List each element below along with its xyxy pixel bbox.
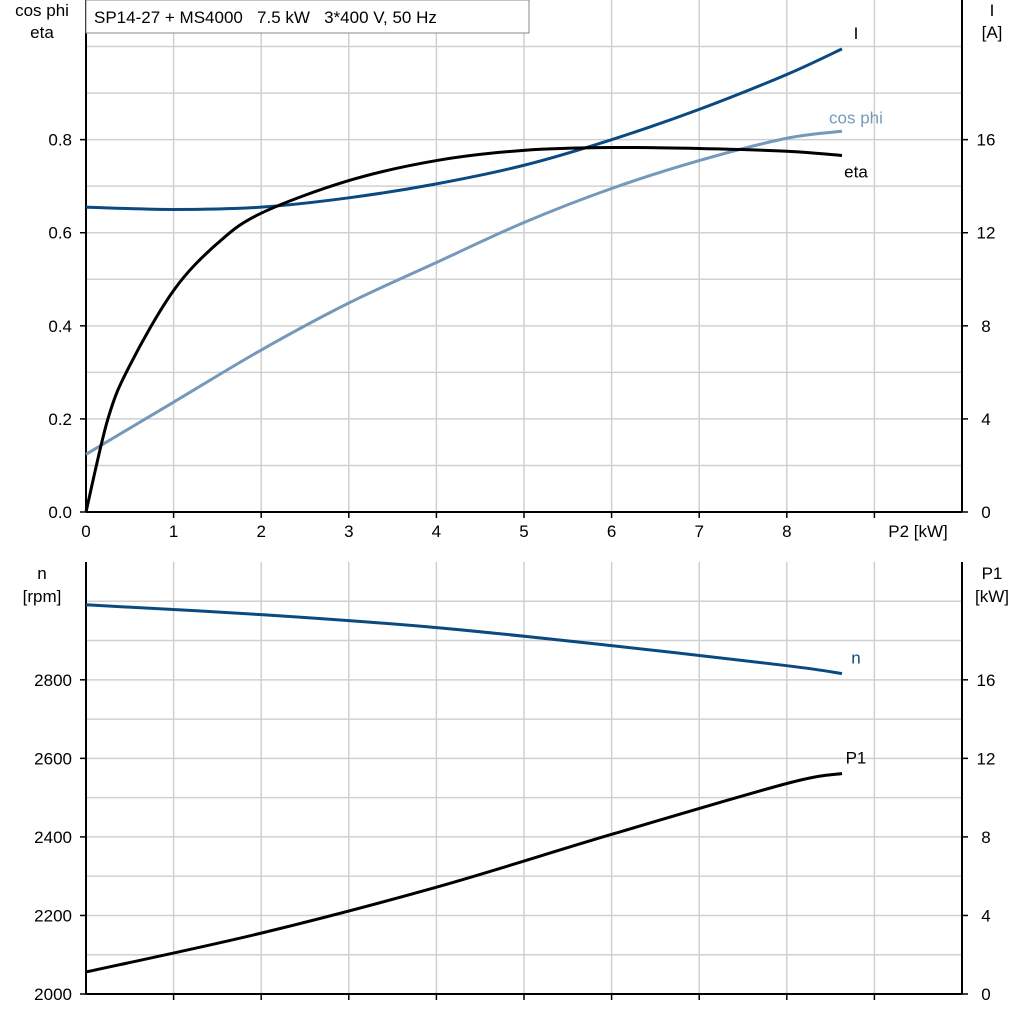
series-line-cos-phi bbox=[85, 129, 843, 456]
y-tick-label-left: 0.2 bbox=[48, 410, 72, 429]
y-axis-label-left: cos phi bbox=[15, 1, 69, 20]
series-line-p1 bbox=[85, 772, 843, 974]
y-tick-label-right: 12 bbox=[977, 749, 996, 768]
chart-title: SP14-27 + MS4000 7.5 kW 3*400 V, 50 Hz bbox=[94, 8, 437, 27]
series-line-i bbox=[85, 47, 843, 211]
y-tick-label-right: 4 bbox=[981, 410, 990, 429]
y-tick-label-right: 16 bbox=[977, 131, 996, 150]
y-tick-label-right: 0 bbox=[981, 503, 990, 522]
x-tick-label: 8 bbox=[782, 522, 791, 541]
x-tick-label: 2 bbox=[256, 522, 265, 541]
y-axis-label-right: I bbox=[990, 1, 995, 20]
x-tick-label: 7 bbox=[694, 522, 703, 541]
x-tick-label: 1 bbox=[169, 522, 178, 541]
y-tick-label-right: 4 bbox=[981, 906, 990, 925]
y-tick-label-left: 0.0 bbox=[48, 503, 72, 522]
x-tick-label: 6 bbox=[607, 522, 616, 541]
y-axis-label-right-2: [kW] bbox=[975, 587, 1009, 606]
y-tick-label-left: 2400 bbox=[34, 828, 72, 847]
series-line-eta bbox=[84, 145, 843, 513]
y-tick-label-right: 0 bbox=[981, 985, 990, 1004]
y-tick-label-left: 2200 bbox=[34, 906, 72, 925]
y-axis-label-right-2: [A] bbox=[982, 23, 1003, 42]
x-tick-label: 5 bbox=[519, 522, 528, 541]
series-label: n bbox=[851, 649, 860, 668]
series-label: I bbox=[854, 24, 859, 43]
y-tick-label-right: 16 bbox=[977, 671, 996, 690]
y-tick-label-left: 0.8 bbox=[48, 131, 72, 150]
series-label: P1 bbox=[846, 748, 867, 767]
y-tick-label-right: 12 bbox=[977, 224, 996, 243]
y-axis-label-left-2: eta bbox=[30, 23, 54, 42]
x-tick-label: 3 bbox=[344, 522, 353, 541]
y-axis-label-left-2: [rpm] bbox=[23, 587, 62, 606]
y-tick-label-left: 0.4 bbox=[48, 317, 72, 336]
series-label: cos phi bbox=[829, 108, 883, 127]
y-axis-label-left: n bbox=[37, 564, 46, 583]
y-tick-label-left: 0.6 bbox=[48, 224, 72, 243]
x-tick-label: 0 bbox=[81, 522, 90, 541]
y-tick-label-right: 8 bbox=[981, 317, 990, 336]
y-axis-label-right: P1 bbox=[982, 564, 1003, 583]
y-tick-label-left: 2600 bbox=[34, 749, 72, 768]
x-tick-label: 4 bbox=[432, 522, 441, 541]
series-label: eta bbox=[844, 162, 868, 181]
y-tick-label-right: 8 bbox=[981, 828, 990, 847]
series-line-n bbox=[85, 603, 843, 676]
title-box bbox=[85, 0, 530, 34]
y-tick-label-left: 2800 bbox=[34, 671, 72, 690]
y-tick-label-left: 2000 bbox=[34, 985, 72, 1004]
x-axis-label: P2 [kW] bbox=[888, 522, 948, 541]
